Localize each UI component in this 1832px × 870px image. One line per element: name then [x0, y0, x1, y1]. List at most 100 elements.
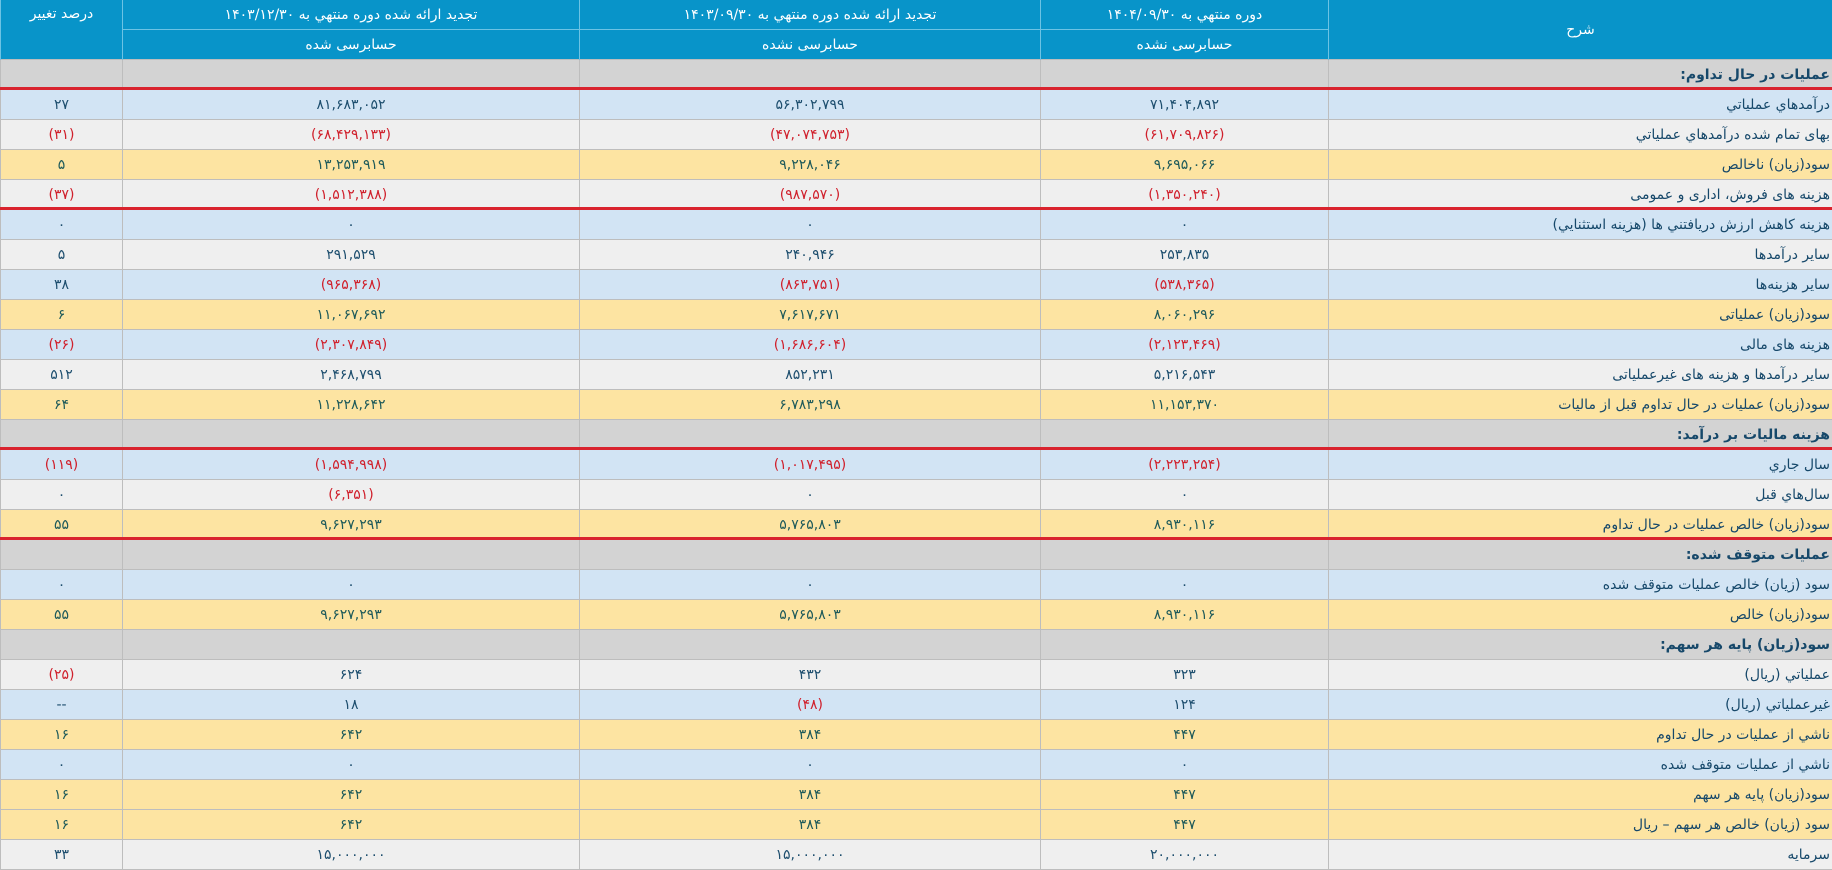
- value-1403-12-30: ۹,۶۲۷,۲۹۳: [123, 600, 580, 630]
- value-1403-09-30: (۱,۰۱۷,۴۹۵): [580, 450, 1041, 480]
- percent-change: ۶۴: [1, 390, 123, 420]
- value-1403-12-30: ۸۱,۶۸۳,۰۵۲: [123, 90, 580, 120]
- row-description: درآمدهاي عملياتي: [1329, 90, 1832, 120]
- value-1403-12-30: ۱۵,۰۰۰,۰۰۰: [123, 840, 580, 870]
- value-1403-09-30: ۹,۲۲۸,۰۴۶: [580, 150, 1041, 180]
- value-1404-09-30: (۱,۳۵۰,۲۴۰): [1041, 180, 1329, 210]
- value-1404-09-30: [1041, 540, 1329, 570]
- value-1403-09-30: ۵۶,۳۰۲,۷۹۹: [580, 90, 1041, 120]
- value-1403-12-30: ۲,۴۶۸,۷۹۹: [123, 360, 580, 390]
- red-underline-annotation: [0, 447, 1832, 450]
- value-1403-09-30: ۷,۶۱۷,۶۷۱: [580, 300, 1041, 330]
- audit-status-1404-09-30: حسابرسی نشده: [1041, 30, 1329, 60]
- table-row: غيرعملياتي (ريال)۱۲۴(۴۸)۱۸--: [1, 690, 1832, 720]
- value-1403-12-30: ۱۱,۲۲۸,۶۴۲: [123, 390, 580, 420]
- value-1403-12-30: ۶۴۲: [123, 810, 580, 840]
- value-1404-09-30: (۲,۱۲۳,۴۶۹): [1041, 330, 1329, 360]
- value-1404-09-30: [1041, 420, 1329, 450]
- value-1404-09-30: ۴۴۷: [1041, 810, 1329, 840]
- percent-change: ۰: [1, 570, 123, 600]
- value-1404-09-30: ۰: [1041, 480, 1329, 510]
- value-1404-09-30: (۶۱,۷۰۹,۸۲۶): [1041, 120, 1329, 150]
- row-description: ناشي از عمليات متوقف شده: [1329, 750, 1832, 780]
- value-1404-09-30: [1041, 60, 1329, 90]
- value-1403-12-30: ۲۹۱,۵۲۹: [123, 240, 580, 270]
- value-1404-09-30: ۴۴۷: [1041, 720, 1329, 750]
- percent-change: ۱۶: [1, 780, 123, 810]
- table-row: سود(زيان) عمليات در حال تداوم قبل از مال…: [1, 390, 1832, 420]
- value-1403-12-30: ۹,۶۲۷,۲۹۳: [123, 510, 580, 540]
- row-description: سود(زيان) ناخالص: [1329, 150, 1832, 180]
- table-row: سال جاري(۲,۲۲۳,۲۵۴)(۱,۰۱۷,۴۹۵)(۱,۵۹۴,۹۹۸…: [1, 450, 1832, 480]
- table-row: ساير هزینه‌ها(۵۳۸,۳۶۵)(۸۶۳,۷۵۱)(۹۶۵,۳۶۸)…: [1, 270, 1832, 300]
- row-description: ساير درآمدها: [1329, 240, 1832, 270]
- value-1403-12-30: (۲,۳۰۷,۸۴۹): [123, 330, 580, 360]
- row-description: هزینه های فروش، اداری و عمومی: [1329, 180, 1832, 210]
- section-header-row: هزينه ماليات بر درآمد:: [1, 420, 1832, 450]
- value-1403-09-30: (۹۸۷,۵۷۰): [580, 180, 1041, 210]
- value-1403-09-30: ۵,۷۶۵,۸۰۳: [580, 510, 1041, 540]
- value-1404-09-30: ۲۰,۰۰۰,۰۰۰: [1041, 840, 1329, 870]
- table-row: هزینه های مالی(۲,۱۲۳,۴۶۹)(۱,۶۸۶,۶۰۴)(۲,۳…: [1, 330, 1832, 360]
- row-description: سود(زيان) عمليات در حال تداوم قبل از مال…: [1329, 390, 1832, 420]
- red-underline-annotation: [0, 87, 1832, 90]
- value-1404-09-30: ۳۲۳: [1041, 660, 1329, 690]
- value-1403-12-30: [123, 540, 580, 570]
- column-header-period-1403-09-30: تجدید ارائه شده دوره منتهي به ۱۴۰۳/۰۹/۳۰: [580, 0, 1041, 30]
- column-header-description: شرح: [1329, 0, 1832, 60]
- value-1404-09-30: ۲۵۳,۸۳۵: [1041, 240, 1329, 270]
- row-description: سرمايه: [1329, 840, 1832, 870]
- value-1403-09-30: ۰: [580, 480, 1041, 510]
- row-description: سود(زيان) عملياتی: [1329, 300, 1832, 330]
- value-1403-09-30: (۴۷,۰۷۴,۷۵۳): [580, 120, 1041, 150]
- row-description: عمليات متوقف شده:: [1329, 540, 1832, 570]
- value-1403-12-30: (۹۶۵,۳۶۸): [123, 270, 580, 300]
- row-description: ناشي از عمليات در حال تداوم: [1329, 720, 1832, 750]
- value-1404-09-30: ۰: [1041, 210, 1329, 240]
- value-1403-12-30: (۱,۵۱۲,۳۸۸): [123, 180, 580, 210]
- percent-change: ۱۶: [1, 720, 123, 750]
- value-1403-12-30: [123, 630, 580, 660]
- percent-change: ۳۸: [1, 270, 123, 300]
- value-1403-12-30: [123, 60, 580, 90]
- value-1404-09-30: ۴۴۷: [1041, 780, 1329, 810]
- value-1404-09-30: [1041, 630, 1329, 660]
- value-1403-09-30: ۲۴۰,۹۴۶: [580, 240, 1041, 270]
- value-1403-12-30: [123, 420, 580, 450]
- value-1403-09-30: ۶,۷۸۳,۲۹۸: [580, 390, 1041, 420]
- header-row-titles: شرح دوره منتهي به ۱۴۰۴/۰۹/۳۰ تجدید ارائه…: [1, 0, 1832, 30]
- value-1404-09-30: (۵۳۸,۳۶۵): [1041, 270, 1329, 300]
- percent-change: [1, 60, 123, 90]
- percent-change: ۵۵: [1, 510, 123, 540]
- value-1404-09-30: ۷۱,۴۰۴,۸۹۲: [1041, 90, 1329, 120]
- section-header-row: سود(زيان) پايه هر سهم:: [1, 630, 1832, 660]
- value-1403-12-30: ۱۱,۰۶۷,۶۹۲: [123, 300, 580, 330]
- value-1403-12-30: (۱,۵۹۴,۹۹۸): [123, 450, 580, 480]
- percent-change: ۵: [1, 240, 123, 270]
- value-1403-12-30: (۶۸,۴۲۹,۱۳۳): [123, 120, 580, 150]
- percent-change: ۶: [1, 300, 123, 330]
- row-description: هزينه کاهش ارزش دريافتني ها (هزينه استثن…: [1329, 210, 1832, 240]
- row-description: هزينه ماليات بر درآمد:: [1329, 420, 1832, 450]
- row-description: سود(زيان) پايه هر سهم: [1329, 780, 1832, 810]
- section-header-row: عملیات در حال تداوم:: [1, 60, 1832, 90]
- value-1403-12-30: ۶۴۲: [123, 780, 580, 810]
- row-description: ساير درآمدها و هزینه های غیرعملیاتی: [1329, 360, 1832, 390]
- percent-change: (۲۵): [1, 660, 123, 690]
- value-1403-12-30: ۰: [123, 210, 580, 240]
- value-1403-09-30: ۱۵,۰۰۰,۰۰۰: [580, 840, 1041, 870]
- value-1403-09-30: (۱,۶۸۶,۶۰۴): [580, 330, 1041, 360]
- value-1404-09-30: ۱۲۴: [1041, 690, 1329, 720]
- value-1403-09-30: [580, 630, 1041, 660]
- value-1404-09-30: ۵,۲۱۶,۵۴۳: [1041, 360, 1329, 390]
